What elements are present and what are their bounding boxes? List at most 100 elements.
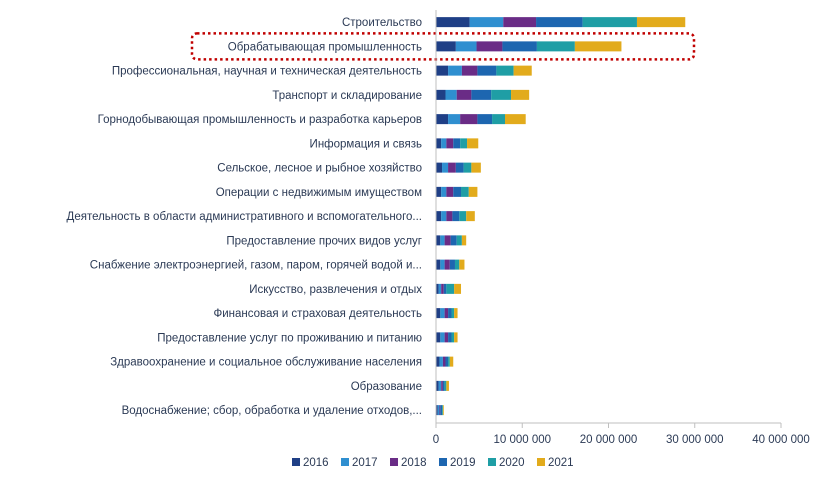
legend-swatch-2016 bbox=[292, 458, 300, 466]
bar-segment-2020 bbox=[492, 114, 505, 125]
legend-label: 2016 bbox=[303, 457, 329, 469]
bar-segment-2016 bbox=[436, 235, 441, 246]
bar-segment-2017 bbox=[455, 41, 477, 52]
legend-label: 2020 bbox=[499, 457, 525, 469]
category-label: Горнодобывающая промышленность и разрабо… bbox=[98, 114, 422, 126]
bar-segment-2020 bbox=[461, 186, 469, 197]
bar-segment-2016 bbox=[436, 283, 439, 294]
bar-segment-2019 bbox=[452, 211, 460, 222]
bar-segment-2017 bbox=[439, 356, 443, 367]
bar-segment-2020 bbox=[442, 405, 443, 416]
legend-label: 2017 bbox=[352, 457, 378, 469]
bar-segment-2018 bbox=[461, 65, 478, 76]
x-tick-label: 40 000 000 bbox=[752, 434, 810, 446]
bar-segment-2021 bbox=[459, 259, 465, 270]
bar-segment-2016 bbox=[436, 405, 438, 416]
bar-segment-2021 bbox=[513, 65, 532, 76]
bar-segment-2017 bbox=[440, 259, 445, 270]
bar-segment-2019 bbox=[442, 380, 445, 391]
bar-segment-2019 bbox=[502, 41, 537, 52]
bar-segment-2017 bbox=[442, 162, 449, 173]
bar-segment-2020 bbox=[459, 211, 467, 222]
bar-segment-2020 bbox=[536, 41, 575, 52]
bar-segment-2018 bbox=[441, 283, 444, 294]
bar-segment-2018 bbox=[503, 17, 537, 28]
bar-segment-2019 bbox=[455, 162, 464, 173]
bar-segment-2020 bbox=[446, 283, 455, 294]
bar-segment-2019 bbox=[440, 405, 443, 416]
bar-segment-2020 bbox=[448, 356, 450, 367]
bar-segment-2020 bbox=[444, 380, 447, 391]
bar-segment-2018 bbox=[476, 41, 503, 52]
legend-swatch-2020 bbox=[488, 458, 496, 466]
legend-label: 2018 bbox=[401, 457, 427, 469]
bar-segment-2019 bbox=[453, 138, 461, 149]
bar-segment-2020 bbox=[496, 65, 514, 76]
bar-segment-2018 bbox=[448, 162, 456, 173]
x-tick-label: 0 bbox=[433, 434, 439, 446]
bar-segment-2016 bbox=[436, 114, 449, 125]
bar-segment-2018 bbox=[446, 211, 453, 222]
legend: 2016 2017 2018 2019 2020 2021 bbox=[292, 457, 574, 469]
bar-segment-2016 bbox=[436, 89, 446, 100]
bar-segment-2016 bbox=[436, 186, 442, 197]
bar-segment-2016 bbox=[436, 259, 441, 270]
bar-segment-2021 bbox=[574, 41, 622, 52]
bar-segment-2020 bbox=[463, 162, 472, 173]
bar-segment-2021 bbox=[468, 186, 478, 197]
bar-segment-2017 bbox=[448, 65, 462, 76]
legend-label: 2019 bbox=[450, 457, 476, 469]
x-tick-label: 30 000 000 bbox=[666, 434, 724, 446]
bar-segment-2016 bbox=[436, 41, 456, 52]
bar-segment-2019 bbox=[443, 283, 447, 294]
bar-segment-2017 bbox=[440, 332, 445, 343]
legend-swatch-2019 bbox=[439, 458, 447, 466]
bar-segment-2018 bbox=[439, 405, 441, 416]
bar-segment-2017 bbox=[448, 114, 461, 125]
category-label: Операции с недвижимым имуществом bbox=[216, 187, 422, 199]
category-label: Строительство bbox=[342, 17, 422, 29]
category-label: Здравоохранение и социальное обслуживани… bbox=[110, 357, 422, 369]
bar-segment-2017 bbox=[440, 308, 445, 319]
category-label: Информация и связь bbox=[310, 138, 422, 150]
bar-segment-2021 bbox=[454, 308, 458, 319]
bar-segment-2017 bbox=[469, 17, 504, 28]
bar-segment-2018 bbox=[441, 380, 443, 391]
legend-swatch-2021 bbox=[537, 458, 545, 466]
category-label: Финансовая и страховая деятельность bbox=[213, 308, 422, 320]
category-label: Транспорт и складирование bbox=[272, 90, 422, 102]
bar-segment-2017 bbox=[438, 283, 442, 294]
x-tick-label: 10 000 000 bbox=[493, 434, 551, 446]
bar-segment-2018 bbox=[446, 138, 454, 149]
bar-segment-2021 bbox=[511, 89, 530, 100]
bar-segment-2018 bbox=[444, 332, 449, 343]
bar-segment-2018 bbox=[442, 356, 446, 367]
bar-segment-2019 bbox=[448, 332, 452, 343]
bar-segment-2021 bbox=[454, 332, 458, 343]
bar-segment-2021 bbox=[636, 17, 686, 28]
category-labels: Строительство Обрабатывающая промышленнос… bbox=[67, 17, 423, 417]
bar-segment-2021 bbox=[454, 283, 462, 294]
bar-segment-2016 bbox=[436, 356, 440, 367]
bar-segment-2016 bbox=[436, 17, 470, 28]
bar-segment-2021 bbox=[446, 380, 449, 391]
bars-layer bbox=[436, 17, 686, 416]
bar-segment-2016 bbox=[436, 211, 442, 222]
bar-segment-2021 bbox=[466, 211, 475, 222]
bar-segment-2019 bbox=[448, 308, 452, 319]
bar-segment-2018 bbox=[444, 259, 450, 270]
bar-segment-2020 bbox=[454, 259, 460, 270]
bar-segment-2020 bbox=[451, 308, 455, 319]
bar-segment-2019 bbox=[536, 17, 583, 28]
category-label: Предоставление прочих видов услуг bbox=[226, 235, 422, 247]
legend-swatch-2018 bbox=[390, 458, 398, 466]
legend-label: 2021 bbox=[548, 457, 574, 469]
category-label: Снабжение электроэнергией, газом, паром,… bbox=[90, 260, 422, 272]
bar-segment-2016 bbox=[436, 65, 449, 76]
bar-segment-2016 bbox=[436, 380, 439, 391]
bar-segment-2019 bbox=[477, 114, 493, 125]
category-label: Водоснабжение; сбор, обработка и удалени… bbox=[122, 405, 422, 417]
category-label: Профессиональная, научная и техническая … bbox=[112, 66, 422, 78]
bar-segment-2018 bbox=[446, 186, 454, 197]
bar-segment-2021 bbox=[449, 356, 454, 367]
